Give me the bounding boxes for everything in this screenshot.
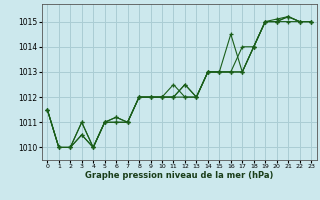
X-axis label: Graphe pression niveau de la mer (hPa): Graphe pression niveau de la mer (hPa) [85, 171, 273, 180]
